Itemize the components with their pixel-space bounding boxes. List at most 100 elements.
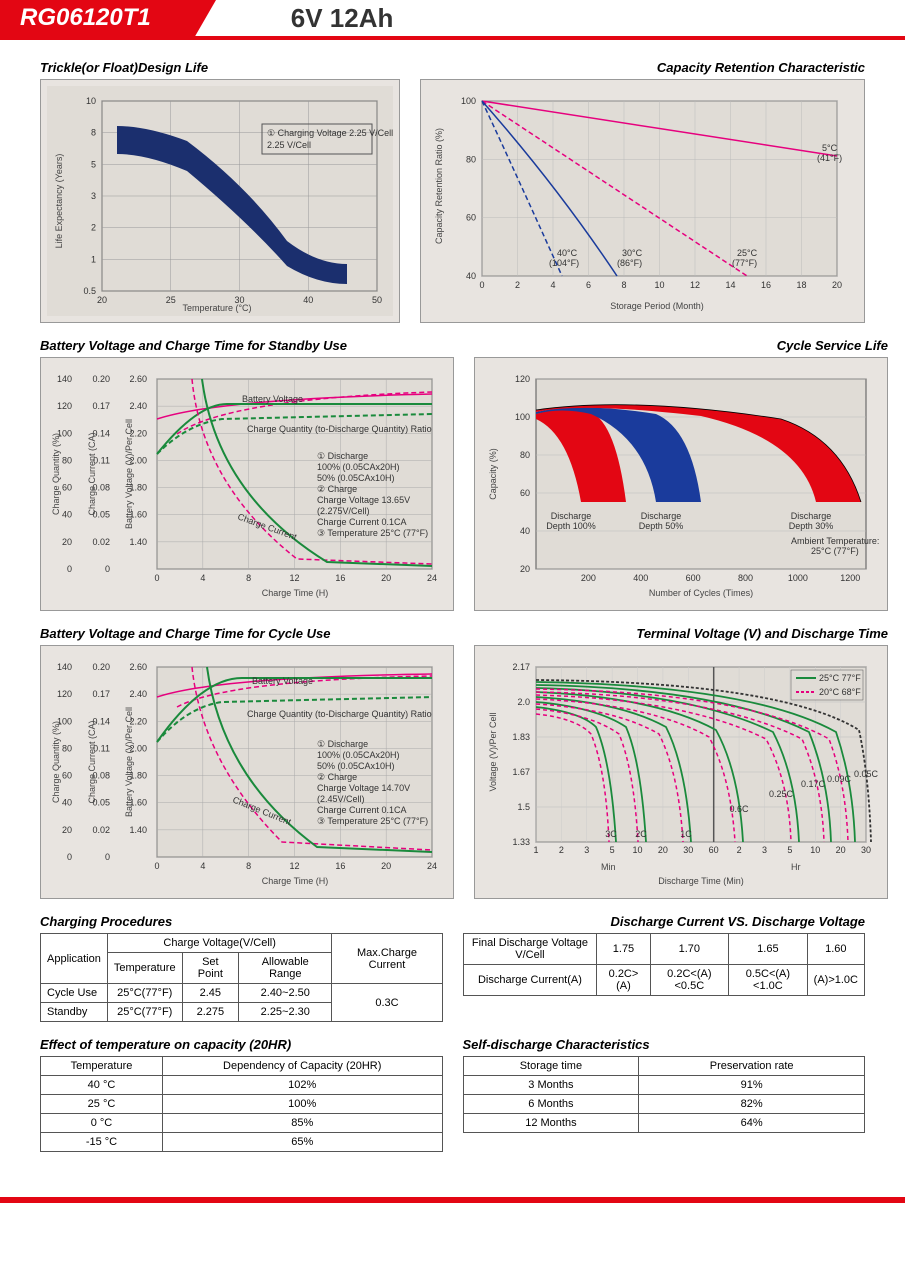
chart6-xlabel: Discharge Time (Min)	[658, 876, 744, 886]
svg-text:Charge Current 0.1CA: Charge Current 0.1CA	[317, 517, 407, 527]
svg-text:① Discharge: ① Discharge	[317, 451, 368, 461]
svg-text:2.25 V/Cell: 2.25 V/Cell	[267, 140, 311, 150]
svg-text:0.5: 0.5	[83, 286, 96, 296]
model-badge: RG06120T1	[0, 0, 191, 36]
chart3-title: Battery Voltage and Charge Time for Stan…	[40, 338, 454, 353]
t1-r1c3: 2.25~2.30	[239, 1003, 332, 1022]
svg-text:60: 60	[62, 483, 72, 493]
svg-text:120: 120	[57, 689, 72, 699]
chart1-ylabel: Life Expectancy (Years)	[54, 154, 64, 249]
t2-r2-1: 0.2C<(A)<0.5C	[650, 965, 729, 996]
chart2-xlabel: Storage Period (Month)	[610, 301, 704, 311]
table-cell: 64%	[639, 1114, 865, 1133]
table3: TemperatureDependency of Capacity (20HR)…	[40, 1056, 443, 1152]
svg-text:2.17: 2.17	[512, 662, 530, 672]
svg-text:Depth 100%: Depth 100%	[546, 521, 596, 531]
svg-text:0.05C: 0.05C	[854, 769, 879, 779]
svg-text:600: 600	[686, 573, 701, 583]
svg-text:Discharge: Discharge	[791, 511, 832, 521]
svg-text:Charge Voltage 13.65V: Charge Voltage 13.65V	[317, 495, 410, 505]
table-cell: 102%	[162, 1076, 442, 1095]
svg-text:1.83: 1.83	[512, 732, 530, 742]
svg-text:Charge Quantity (to-Discharge: Charge Quantity (to-Discharge Quantity) …	[247, 424, 432, 434]
svg-text:Charge Voltage 14.70V: Charge Voltage 14.70V	[317, 783, 410, 793]
t4-h0: Storage time	[463, 1057, 639, 1076]
t2-r1-1: 1.70	[650, 934, 729, 965]
table4: Storage timePreservation rate 3 Months91…	[463, 1056, 866, 1133]
chart3-y2: Charge Current (CA)	[87, 432, 97, 515]
svg-text:80: 80	[466, 154, 476, 164]
svg-text:Battery Voltage: Battery Voltage	[252, 676, 313, 686]
t2-r1l: Final Discharge Voltage V/Cell	[463, 934, 597, 965]
svg-text:30: 30	[861, 845, 871, 855]
table1: Application Charge Voltage(V/Cell) Max.C…	[40, 933, 443, 1022]
svg-text:60: 60	[62, 771, 72, 781]
svg-text:10: 10	[86, 96, 96, 106]
svg-text:2: 2	[91, 223, 96, 233]
chart3-y3: Battery Voltage (V)/Per Cell	[124, 419, 134, 529]
svg-text:5°C: 5°C	[822, 143, 838, 153]
svg-text:100: 100	[461, 96, 476, 106]
svg-text:0: 0	[67, 852, 72, 862]
t1-r0c1: 25°C(77°F)	[107, 984, 182, 1003]
t2-r1-3: 1.60	[807, 934, 864, 965]
svg-text:3C: 3C	[605, 829, 617, 839]
t1-r1c0: Standby	[41, 1003, 108, 1022]
chart1-note: ① Charging Voltage 2.25 V/Cell	[267, 128, 393, 138]
chart3: 0481216202402040608010012014000.020.050.…	[40, 357, 454, 611]
chart3-y1: Charge Quantity (%)	[51, 433, 61, 515]
table-cell: 0 °C	[41, 1114, 163, 1133]
svg-text:20: 20	[520, 564, 530, 574]
svg-text:1: 1	[533, 845, 538, 855]
spec-text: 6V 12Ah	[291, 3, 394, 34]
svg-text:Battery Voltage: Battery Voltage	[242, 394, 303, 404]
svg-text:24: 24	[427, 573, 437, 583]
svg-text:25°C: 25°C	[737, 248, 758, 258]
chart5-xlabel: Charge Time (H)	[262, 876, 329, 886]
t1-h1: Temperature	[107, 953, 182, 984]
svg-text:0.17C: 0.17C	[801, 779, 826, 789]
svg-text:5: 5	[91, 159, 96, 169]
t1-r0c2: 2.45	[182, 984, 239, 1003]
svg-text:③ Temperature 25°C (77°F): ③ Temperature 25°C (77°F)	[317, 816, 428, 826]
svg-text:120: 120	[57, 401, 72, 411]
svg-text:5: 5	[787, 845, 792, 855]
svg-text:80: 80	[62, 743, 72, 753]
svg-text:40°C: 40°C	[557, 248, 578, 258]
chart4-title: Cycle Service Life	[474, 338, 888, 353]
svg-text:50% (0.05CAx10H): 50% (0.05CAx10H)	[317, 761, 395, 771]
t1-h3: Allowable Range	[239, 953, 332, 984]
svg-text:400: 400	[633, 573, 648, 583]
t2-r1-2: 1.65	[729, 934, 808, 965]
table-cell: 100%	[162, 1095, 442, 1114]
table-cell: 91%	[639, 1076, 865, 1095]
svg-text:(41°F): (41°F)	[817, 153, 842, 163]
chart6-legend2: 20°C 68°F	[819, 687, 861, 697]
chart4-xlabel: Number of Cycles (Times)	[649, 588, 753, 598]
svg-text:20: 20	[381, 573, 391, 583]
svg-text:1.40: 1.40	[129, 537, 147, 547]
svg-text:1200: 1200	[840, 573, 860, 583]
svg-text:20: 20	[62, 537, 72, 547]
table-cell: 40 °C	[41, 1076, 163, 1095]
svg-text:6: 6	[586, 280, 591, 290]
svg-text:(2.275V/Cell): (2.275V/Cell)	[317, 506, 370, 516]
svg-text:5: 5	[610, 845, 615, 855]
svg-text:4: 4	[200, 573, 205, 583]
svg-text:8: 8	[246, 861, 251, 871]
svg-text:16: 16	[335, 861, 345, 871]
svg-text:8: 8	[91, 128, 96, 138]
table-cell: -15 °C	[41, 1133, 163, 1152]
svg-text:40: 40	[303, 295, 313, 305]
chart3-xlabel: Charge Time (H)	[262, 588, 329, 598]
svg-text:25°C (77°F): 25°C (77°F)	[811, 546, 859, 556]
svg-text:12: 12	[289, 573, 299, 583]
svg-text:② Charge: ② Charge	[317, 484, 357, 494]
svg-text:0.09C: 0.09C	[827, 774, 852, 784]
t1-r0c0: Cycle Use	[41, 984, 108, 1003]
svg-text:0.25C: 0.25C	[769, 789, 794, 799]
t2-r1-0: 1.75	[597, 934, 650, 965]
svg-text:1000: 1000	[788, 573, 808, 583]
svg-text:10: 10	[810, 845, 820, 855]
svg-text:① Discharge: ① Discharge	[317, 739, 368, 749]
